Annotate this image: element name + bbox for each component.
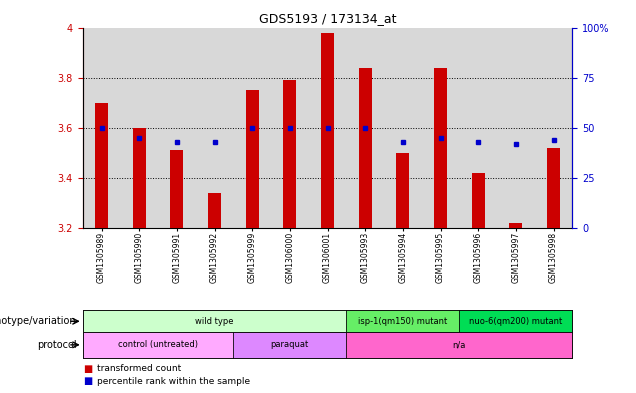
Bar — [83, 28, 120, 228]
Bar — [95, 103, 108, 228]
Text: protocol: protocol — [37, 340, 76, 350]
Bar — [245, 90, 259, 228]
Text: n/a: n/a — [453, 340, 466, 349]
Bar — [283, 80, 296, 228]
Text: wild type: wild type — [195, 317, 234, 326]
Bar — [359, 68, 372, 228]
Bar — [509, 223, 523, 228]
Text: transformed count: transformed count — [97, 364, 181, 373]
Text: percentile rank within the sample: percentile rank within the sample — [97, 377, 250, 386]
Text: control (untreated): control (untreated) — [118, 340, 198, 349]
Bar — [347, 28, 384, 228]
Bar — [459, 28, 497, 228]
Bar — [196, 28, 233, 228]
Bar — [347, 332, 572, 358]
Bar — [170, 150, 183, 228]
Bar — [233, 332, 347, 358]
Bar — [208, 193, 221, 228]
Text: nuo-6(qm200) mutant: nuo-6(qm200) mutant — [469, 317, 562, 326]
Text: isp-1(qm150) mutant: isp-1(qm150) mutant — [358, 317, 448, 326]
Bar — [233, 28, 271, 228]
Bar — [459, 310, 572, 332]
Bar — [396, 153, 410, 228]
Bar — [547, 148, 560, 228]
Bar — [472, 173, 485, 228]
Bar — [308, 28, 347, 228]
Text: ■: ■ — [83, 364, 92, 374]
Text: ■: ■ — [83, 376, 92, 386]
Bar — [434, 68, 447, 228]
Bar — [497, 28, 535, 228]
Bar — [271, 28, 308, 228]
Bar — [384, 28, 422, 228]
Text: paraquat: paraquat — [271, 340, 309, 349]
Bar — [347, 310, 459, 332]
Bar — [83, 310, 347, 332]
Text: genotype/variation: genotype/variation — [0, 316, 76, 326]
Bar — [535, 28, 572, 228]
Bar — [120, 28, 158, 228]
Bar — [321, 33, 334, 228]
Title: GDS5193 / 173134_at: GDS5193 / 173134_at — [259, 12, 396, 25]
Bar — [158, 28, 196, 228]
Bar — [83, 332, 233, 358]
Bar — [422, 28, 459, 228]
Bar — [132, 128, 146, 228]
